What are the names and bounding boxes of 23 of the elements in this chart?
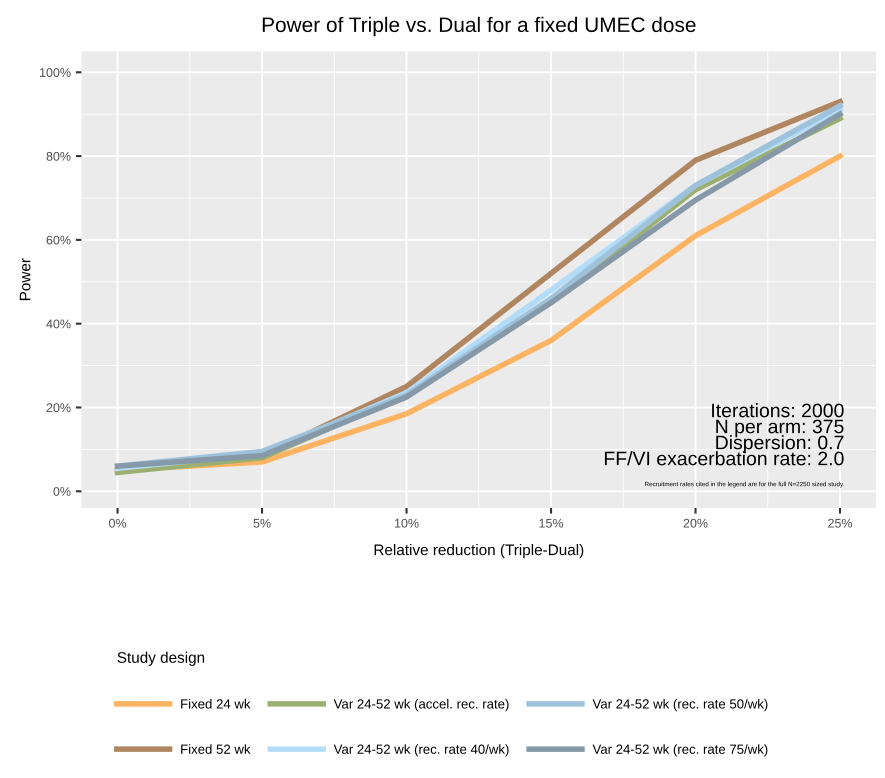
x-tick-label: 25% [828, 518, 852, 528]
chart-title: Power of Triple vs. Dual for a fixed UMEC dose [262, 16, 696, 36]
y-tick-label: 80% [46, 152, 71, 161]
legend-label: Var 24-52 wk (accel. rec. rate) [334, 698, 509, 712]
x-tick-label: 20% [684, 518, 708, 528]
x-tick-label: 15% [539, 518, 564, 528]
x-axis-title: Relative reduction (Triple-Dual) [374, 544, 584, 558]
y-tick-label: 100% [40, 68, 71, 77]
y-axis-title: Power [20, 258, 30, 300]
y-tick-label: 60% [46, 236, 71, 245]
legend-label: Fixed 52 wk [181, 744, 251, 754]
y-tick-label: 0% [53, 487, 71, 496]
annotation: Iterations: 2000 N per arm: 375 Dispersion: 0.7 FF/VI exacerbation rate: 2.0 [604, 403, 844, 466]
x-tick-label: 5% [254, 518, 271, 528]
legend-title: Study design [117, 652, 204, 666]
x-tick-label: 0% [109, 518, 126, 528]
y-tick-label: 20% [46, 403, 71, 412]
legend-label: Var 24-52 wk (rec. rate 40/wk) [334, 744, 509, 756]
y-tick-label: 40% [46, 319, 71, 328]
legend-label: Fixed 24 wk [181, 698, 251, 709]
x-tick-label: 10% [394, 518, 419, 528]
legend-label: Var 24-52 wk (rec. rate 75/wk) [592, 744, 768, 756]
legend-label: Var 24-52 wk (rec. rate 50/wk) [592, 698, 768, 712]
